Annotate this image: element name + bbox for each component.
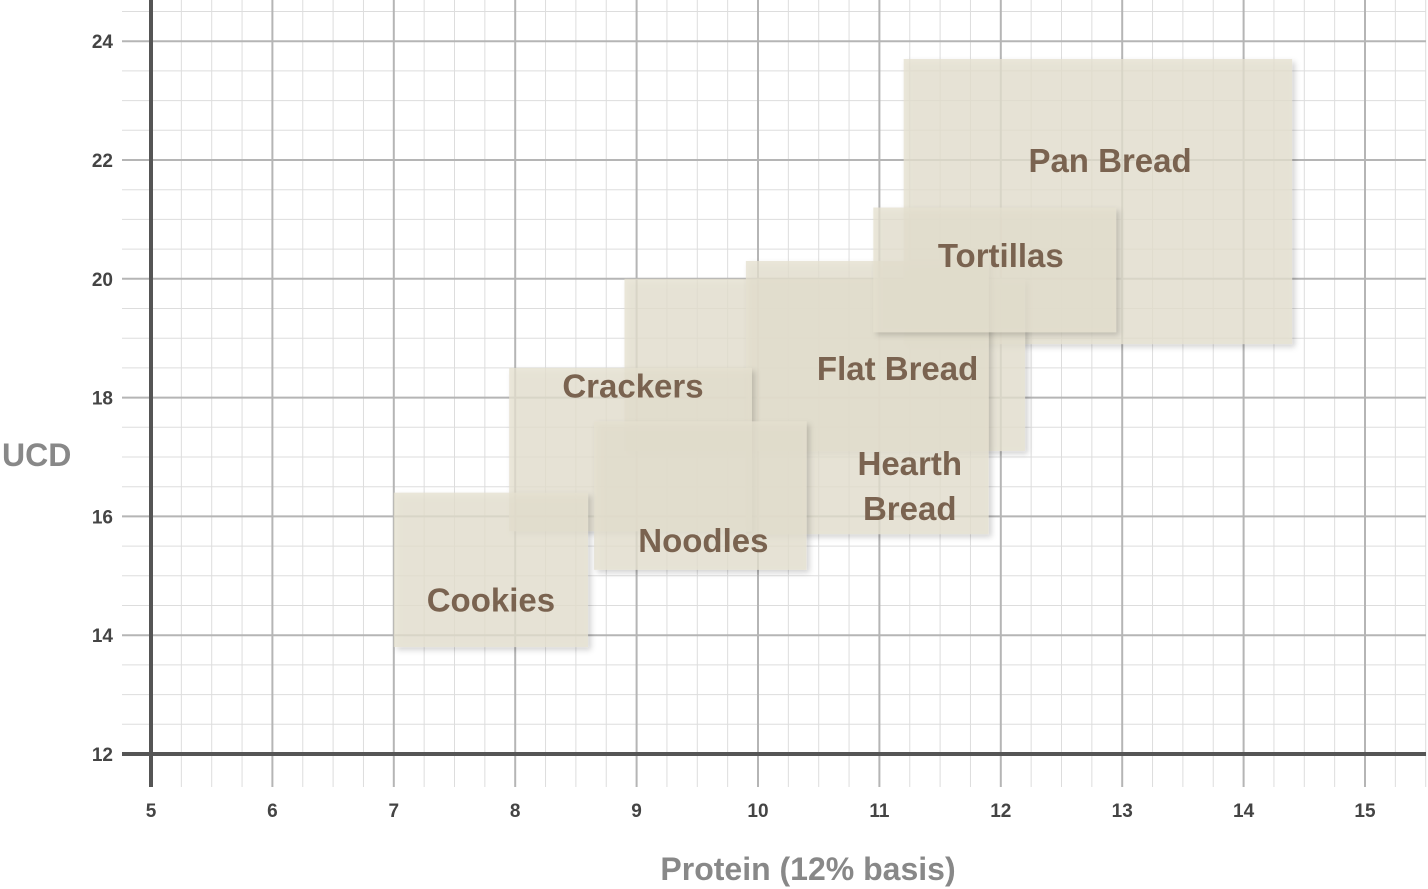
region-label-noodles: Noodles [638,522,768,559]
x-axis-title: Protein (12% basis) [660,851,955,887]
x-tick-label: 13 [1112,801,1133,822]
x-tick-label: 7 [389,801,400,822]
y-tick-label: 14 [92,626,114,647]
y-tick-label: 18 [92,389,113,410]
tick-labels: 5 6 7 8 9 10 11 12 13 14 15 12 14 16 18 20 22 24 [92,32,1376,822]
axes [122,0,1426,787]
region-labels: Pan Bread Flat Bread Hearth Bread Crackers No… [427,142,1192,619]
region-label-crackers: Crackers [562,368,703,405]
x-tick-label: 11 [869,801,890,822]
region-label-flat-bread: Flat Bread [817,350,978,387]
region-box-cookies [393,492,589,648]
x-tick-label: 9 [631,801,642,822]
y-tick-label: 22 [92,151,113,172]
x-tick-label: 8 [510,801,521,822]
region-label-line: Bread [863,490,957,527]
region-boxes [393,59,1293,648]
x-tick-label: 6 [267,801,278,822]
region-label-line: Hearth [857,445,962,482]
y-tick-label: 12 [92,745,113,766]
x-tick-label: 12 [990,801,1011,822]
region-label-cookies: Cookies [427,581,555,618]
region-label-pan-bread: Pan Bread [1028,142,1191,179]
region-label-tortillas: Tortillas [938,237,1064,274]
region-box-noodles [594,421,807,570]
region-box-tortillas [873,207,1117,333]
x-tick-label: 14 [1233,801,1255,822]
x-tick-label: 5 [146,801,157,822]
y-tick-label: 16 [92,507,113,528]
y-axis-title: UCD [2,437,71,473]
x-tick-label: 10 [747,801,768,822]
x-tick-label: 15 [1354,801,1376,822]
y-tick-label: 24 [92,32,114,53]
y-tick-label: 20 [92,270,113,291]
region-label-hearth-bread: Hearth Bread [857,445,962,527]
